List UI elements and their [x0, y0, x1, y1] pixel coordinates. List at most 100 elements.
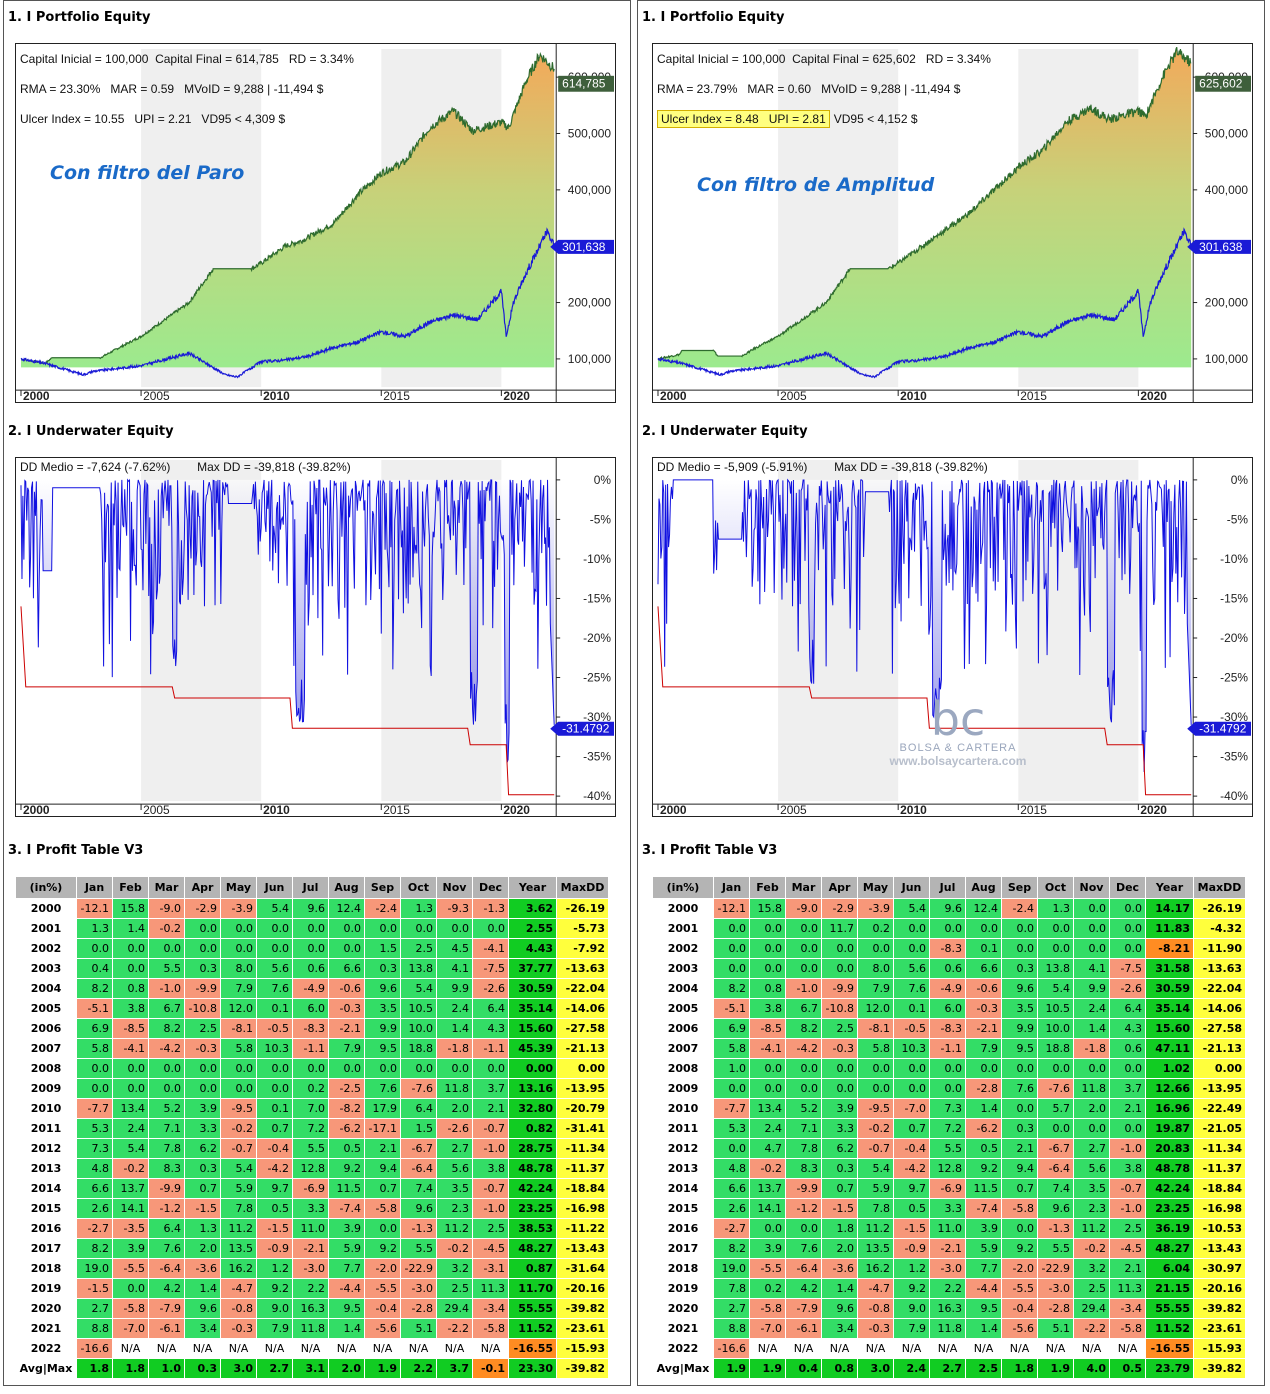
month-return-cell: 1.4: [184, 1278, 221, 1299]
month-return-cell: -3.9: [220, 898, 257, 919]
month-return-cell: -6.7: [1037, 1138, 1074, 1159]
year-return-cell: 38.53: [508, 1218, 557, 1239]
avg-month-cell: 2.0: [328, 1358, 365, 1379]
month-return-cell: 9.6: [929, 898, 966, 919]
year-return-cell: 13.16: [508, 1078, 557, 1099]
month-return-cell: -8.5: [112, 1018, 149, 1039]
year-label: 2020: [15, 1298, 77, 1319]
month-return-cell: -7.6: [1037, 1078, 1074, 1099]
max-dd-cell: -31.41: [556, 1118, 609, 1139]
month-return-cell: 3.9: [112, 1238, 149, 1259]
month-return-cell: -7.7: [76, 1098, 113, 1119]
month-return-cell: 10.3: [256, 1038, 293, 1059]
month-return-cell: 10.0: [1037, 1018, 1074, 1039]
month-return-cell: 9.6: [1001, 978, 1038, 999]
month-return-cell: 13.5: [220, 1238, 257, 1259]
equity-stat-line: Ulcer Index = 8.48 UPI = 2.81 VD95 < 4,15…: [657, 110, 918, 128]
strategy-filter-label: Con filtro del Paro: [50, 162, 245, 184]
month-return-cell: 5.7: [1037, 1098, 1074, 1119]
month-return-cell: -4.4: [965, 1278, 1002, 1299]
month-return-cell: 0.5: [256, 1198, 293, 1219]
month-return-cell: -4.7: [220, 1278, 257, 1299]
year-label: 2006: [652, 1018, 714, 1039]
month-return-cell: 0.0: [220, 938, 257, 959]
equity-x-tick-label: 2005: [780, 389, 807, 402]
month-return-cell: -6.4: [785, 1258, 822, 1279]
month-return-cell: -2.1: [965, 1018, 1002, 1039]
column-header: MaxDD: [556, 876, 609, 899]
month-return-cell: 9.7: [256, 1178, 293, 1199]
month-return-cell: -1.8: [1073, 1038, 1110, 1059]
month-return-cell: 8.2: [785, 1018, 822, 1039]
month-return-cell: 0.0: [112, 1078, 149, 1099]
year-label: 2019: [15, 1278, 77, 1299]
max-dd-overall-cell: -39.82: [1193, 1358, 1246, 1379]
month-return-cell: 0.7: [184, 1178, 221, 1199]
month-return-cell: 7.6: [148, 1238, 185, 1259]
avg-month-cell: 1.9: [749, 1358, 786, 1379]
drawdown-stats: DD Medio = -7,624 (-7.62%) Max DD = -39,…: [20, 460, 351, 474]
month-return-cell: 1.3: [76, 918, 113, 939]
month-return-cell: -5.5: [112, 1258, 149, 1279]
month-return-cell: 0.0: [400, 918, 437, 939]
month-return-cell: 0.7: [256, 1118, 293, 1139]
month-return-cell: 3.8: [1109, 1158, 1146, 1179]
year-label: 2003: [652, 958, 714, 979]
left-panel: 1. I Portfolio Equity 2. I Underwater Equ…: [3, 0, 631, 1386]
month-return-cell: 0.0: [785, 1058, 822, 1079]
month-return-cell: 13.7: [112, 1178, 149, 1199]
equity-area: [20, 53, 555, 368]
month-return-cell: 5.8: [713, 1038, 750, 1059]
month-return-cell: 7.6: [1001, 1078, 1038, 1099]
month-return-cell: 5.2: [785, 1098, 822, 1119]
month-return-cell: -12.1: [713, 898, 750, 919]
equity-x-tick-label: 2005: [143, 389, 170, 402]
month-return-cell: -5.8: [364, 1198, 401, 1219]
year-return-cell: 20.83: [1145, 1138, 1194, 1159]
month-return-cell: 3.5: [436, 1178, 473, 1199]
month-return-cell: -0.3: [857, 1318, 894, 1339]
month-return-cell: -2.9: [184, 898, 221, 919]
month-return-cell: 7.8: [857, 1198, 894, 1219]
month-return-cell: 9.5: [965, 1298, 1002, 1319]
month-return-cell: -2.2: [1073, 1318, 1110, 1339]
month-return-cell: -1.1: [472, 1038, 509, 1059]
month-return-cell: -22.9: [1037, 1258, 1074, 1279]
year-return-cell: 42.24: [508, 1178, 557, 1199]
max-dd-cell: -11.37: [1193, 1158, 1246, 1179]
month-return-cell: -9.9: [184, 978, 221, 999]
month-return-cell: 4.3: [1109, 1018, 1146, 1039]
month-return-cell: 6.7: [785, 998, 822, 1019]
table-row: 2015 2.6 14.1 -1.2 -1.5 7.8 0.5 3.3 -7.4 -5.8 9.6 2…: [652, 1198, 1246, 1219]
month-return-cell: 7.2: [929, 1118, 966, 1139]
month-return-cell: 15.8: [112, 898, 149, 919]
month-return-cell: -2.8: [400, 1298, 437, 1319]
month-return-cell: 5.8: [76, 1038, 113, 1059]
table-row: 2011 5.3 2.4 7.1 3.3 -0.2 0.7 7.2 -6.2 0.3 0.0 0.0 0…: [652, 1118, 1246, 1139]
month-return-cell: 0.0: [1073, 1118, 1110, 1139]
month-return-cell: -0.2: [148, 918, 185, 939]
max-dd-cell: -27.58: [556, 1018, 609, 1039]
month-return-cell: -2.6: [472, 978, 509, 999]
max-dd-cell: -13.63: [1193, 958, 1246, 979]
month-return-cell: 9.6: [821, 1298, 858, 1319]
month-return-cell: 0.0: [364, 1058, 401, 1079]
table-row: 2020 2.7 -5.8 -7.9 9.6 -0.8 9.0 16.3 9.5 -0.4 -2.8…: [652, 1298, 1246, 1319]
column-header: Year: [1145, 876, 1194, 899]
avg-month-cell: 2.4: [893, 1358, 930, 1379]
month-return-cell: -0.3: [821, 1038, 858, 1059]
max-dd-cell: -16.98: [556, 1198, 609, 1219]
underwater-area: [20, 479, 555, 763]
year-return-cell: 12.66: [1145, 1078, 1194, 1099]
month-return-cell: 3.2: [436, 1258, 473, 1279]
max-dd-cell: -11.90: [1193, 938, 1246, 959]
table-row: 2001 1.3 1.4 -0.2 0.0 0.0 0.0 0.0 0.0 0.0 0.0 0.0 0.…: [15, 918, 609, 939]
month-return-cell: 0.7: [821, 1178, 858, 1199]
month-return-cell: 0.0: [328, 938, 365, 959]
month-return-cell: 0.0: [929, 918, 966, 939]
table-row: 2001 0.0 0.0 0.0 11.7 0.2 0.0 0.0 0.0 0.0 0.0 0.0 0.…: [652, 918, 1246, 939]
month-return-cell: 6.9: [76, 1018, 113, 1039]
month-return-cell: 4.1: [436, 958, 473, 979]
month-return-cell: -5.8: [112, 1298, 149, 1319]
table-row: 2008 0.0 0.0 0.0 0.0 0.0 0.0 0.0 0.0 0.0 0.0 0.0 0.0…: [15, 1058, 609, 1079]
